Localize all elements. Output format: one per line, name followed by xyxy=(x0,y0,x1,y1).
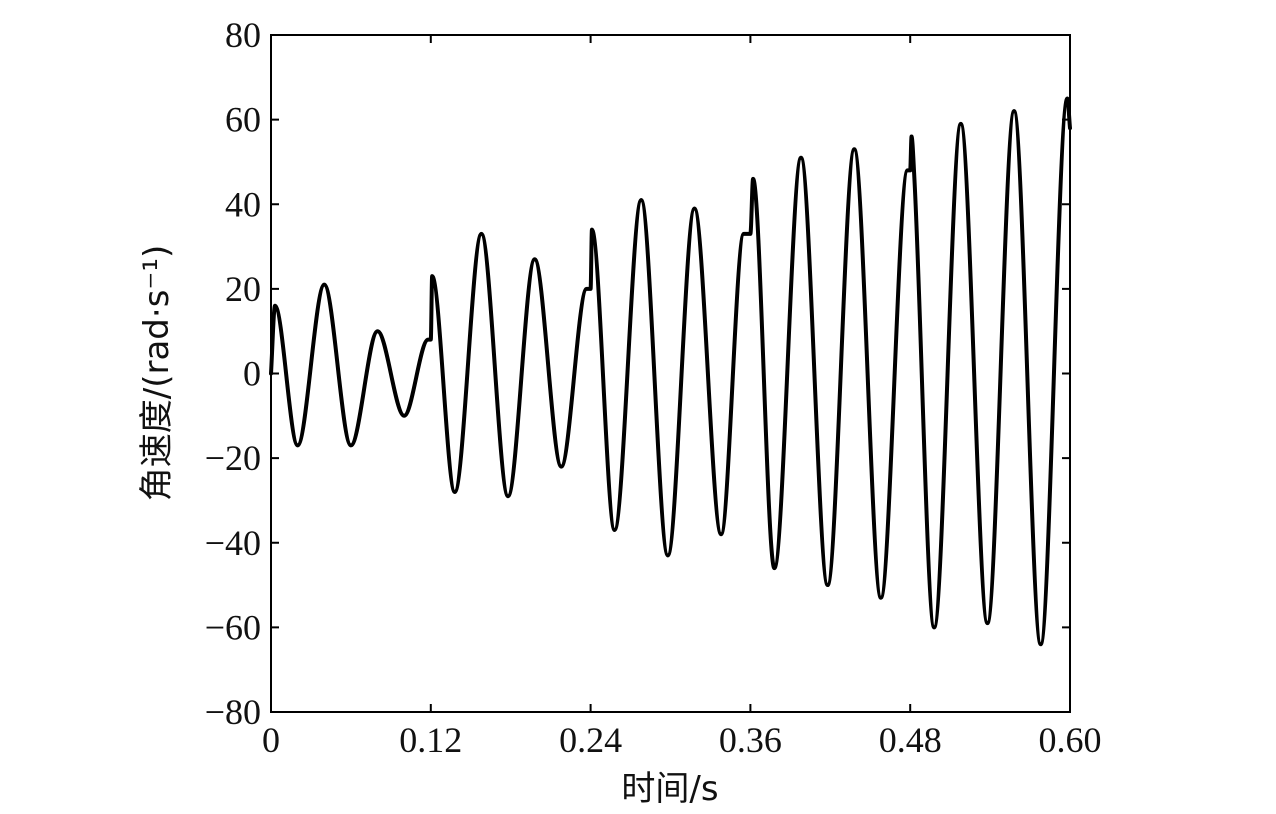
x-tick-label: 0.36 xyxy=(719,720,782,760)
y-tick-label: 80 xyxy=(225,15,261,55)
y-tick-label: 60 xyxy=(225,100,261,140)
data-point xyxy=(507,495,509,498)
data-point xyxy=(560,465,563,468)
data-point xyxy=(453,491,456,493)
data-point xyxy=(296,444,299,447)
data-point xyxy=(800,156,802,159)
x-tick-label: 0.24 xyxy=(559,720,622,760)
data-point xyxy=(693,207,696,210)
data-point xyxy=(742,233,745,235)
data-point xyxy=(909,169,911,172)
y-tick-label: −40 xyxy=(205,523,261,563)
data-point xyxy=(1066,97,1069,100)
data-point xyxy=(427,338,429,341)
x-tick-label: 0.60 xyxy=(1039,720,1102,760)
data-point xyxy=(323,283,326,286)
data-point xyxy=(910,135,913,138)
data-point xyxy=(431,275,433,277)
data-point xyxy=(589,288,592,290)
data-point xyxy=(906,169,909,172)
data-point xyxy=(376,330,379,332)
data-point xyxy=(826,584,829,586)
data-point xyxy=(720,533,722,536)
x-tick-label: 0.12 xyxy=(399,720,462,760)
x-tick-label: 0 xyxy=(262,720,280,760)
data-point xyxy=(480,233,483,235)
y-axis-title: 角速度/(rad·s⁻¹) xyxy=(137,245,177,501)
series-layer xyxy=(269,96,1072,647)
series-line-0 xyxy=(269,96,1072,647)
y-tick-label: 20 xyxy=(225,269,261,309)
data-point xyxy=(274,305,276,307)
data-point xyxy=(913,173,915,176)
x-axis-title: 时间/s xyxy=(621,769,718,809)
data-point xyxy=(667,554,669,557)
data-point xyxy=(880,596,882,599)
data-point xyxy=(533,258,536,261)
y-tick-label: 0 xyxy=(243,354,261,394)
data-point xyxy=(1013,110,1015,112)
data-point xyxy=(430,338,432,341)
tick-labels: 0 0.12 0.24 0.36 0.48 0.60 −80 −60 −40 −20 0 20 40 60… xyxy=(205,15,1102,760)
data-point xyxy=(773,567,776,569)
x-tick-label: 0.48 xyxy=(879,720,942,760)
y-tick-label: −60 xyxy=(205,607,261,647)
data-point xyxy=(585,288,588,290)
data-point xyxy=(960,123,962,125)
data-point xyxy=(933,626,935,629)
data-point xyxy=(1069,127,1071,129)
data-point xyxy=(640,199,643,201)
y-tick-label: −80 xyxy=(205,692,261,732)
data-point xyxy=(591,228,593,231)
data-point xyxy=(853,148,856,151)
data-point xyxy=(613,529,616,531)
data-point xyxy=(1039,643,1042,646)
data-point xyxy=(403,415,405,417)
data-point xyxy=(749,233,752,235)
y-tick-label: −20 xyxy=(205,438,261,478)
data-point xyxy=(350,444,352,447)
data-point xyxy=(752,178,754,180)
y-tick-label: 40 xyxy=(225,184,261,224)
data-point xyxy=(270,372,272,375)
data-point xyxy=(986,622,989,624)
axis-ticks xyxy=(270,34,1071,713)
